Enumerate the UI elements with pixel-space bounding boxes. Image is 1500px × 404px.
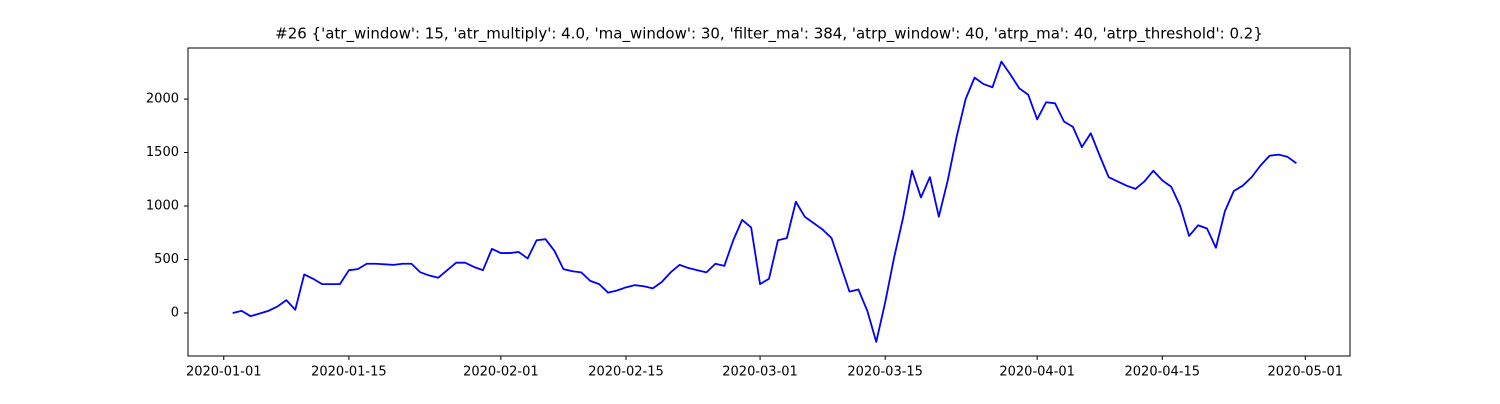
y-tick-label: 2000	[146, 92, 179, 107]
x-tick-label: 2020-04-15	[1125, 365, 1201, 380]
x-tick-label: 2020-04-01	[999, 365, 1075, 380]
chart-title: #26 {'atr_window': 15, 'atr_multiply': 4…	[275, 25, 1263, 44]
x-tick-label: 2020-05-01	[1268, 365, 1344, 380]
x-tick-label: 2020-02-15	[588, 365, 664, 380]
y-tick-label: 0	[171, 305, 179, 320]
x-tick-label: 2020-03-15	[847, 365, 923, 380]
x-tick-label: 2020-01-01	[186, 365, 262, 380]
x-tick-label: 2020-03-01	[722, 365, 798, 380]
y-tick-label: 1500	[146, 145, 179, 160]
x-tick-label: 2020-02-01	[463, 365, 539, 380]
line-series	[232, 60, 1297, 343]
x-tick-label: 2020-01-15	[311, 365, 387, 380]
y-tick-label: 500	[154, 252, 179, 267]
plot-frame	[187, 47, 1351, 357]
y-tick-label: 1000	[146, 199, 179, 214]
